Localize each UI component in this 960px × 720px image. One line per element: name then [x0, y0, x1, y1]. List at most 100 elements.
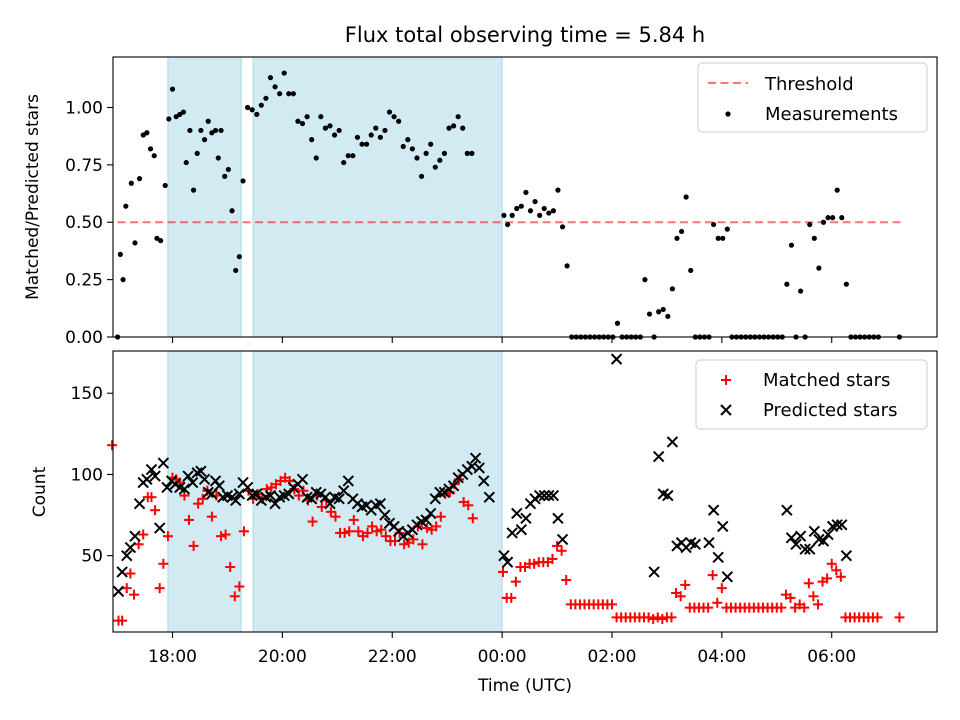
matched-stars-marker — [652, 612, 663, 623]
matched-stars-marker — [158, 558, 169, 569]
measurement-point — [450, 123, 457, 129]
measurement-point — [711, 221, 717, 228]
measurement-point — [646, 311, 653, 317]
predicted-stars-marker — [533, 489, 546, 502]
measurement-point — [318, 114, 324, 120]
predicted-stars-marker — [153, 522, 166, 534]
top-observing-band — [252, 56, 503, 338]
predicted-stars-marker — [799, 543, 811, 555]
matched-stars-marker — [556, 545, 567, 556]
predicted-stars-marker — [296, 473, 309, 486]
measurement-point — [816, 265, 822, 271]
measurement-point — [295, 118, 301, 124]
predicted-stars-marker — [145, 463, 158, 476]
measurement-point — [720, 235, 726, 241]
measurement-point — [222, 173, 228, 179]
matched-stars-marker — [894, 612, 905, 623]
measurement-point — [386, 109, 393, 115]
predicted-stars-marker — [543, 489, 555, 502]
matched-stars-marker — [835, 571, 846, 582]
measurement-point — [183, 159, 189, 166]
predicted-stars-marker — [721, 571, 734, 583]
predicted-stars-marker — [501, 556, 514, 568]
measurement-point — [418, 173, 425, 179]
predicted-stars-marker — [556, 533, 569, 546]
matched-stars-marker — [826, 558, 837, 569]
measurement-point — [158, 238, 164, 244]
bottom-y-tick-label: 100 — [71, 465, 103, 485]
top-y-tick-label: 0.00 — [65, 328, 103, 348]
measurement-point — [428, 141, 434, 147]
predicted-stars-marker — [790, 538, 802, 550]
top-observing-band — [167, 56, 242, 338]
matched-stars-marker — [229, 591, 240, 602]
predicted-stars-marker — [662, 489, 674, 502]
legend-matched-swatch — [721, 375, 731, 385]
measurement-point — [527, 208, 534, 214]
measurement-point — [514, 205, 520, 212]
predicted-stars-marker — [124, 541, 137, 554]
predicted-stars-marker — [333, 493, 345, 505]
predicted-stars-marker — [473, 462, 485, 474]
measurement-point — [683, 194, 689, 200]
matched-stars-marker — [206, 511, 217, 522]
matched-stars-marker — [712, 597, 723, 608]
measurement-point — [501, 212, 507, 218]
measurement-point — [564, 263, 570, 269]
measurement-point — [396, 118, 402, 124]
matched-stars-marker — [162, 531, 173, 542]
predicted-stars-marker — [324, 497, 336, 510]
predicted-stars-marker — [116, 566, 128, 578]
predicted-stars-marker — [511, 507, 523, 520]
predicted-stars-marker — [374, 497, 387, 510]
matched-stars-marker — [812, 599, 823, 610]
measurement-point — [198, 127, 204, 134]
matched-stars-marker — [643, 612, 654, 623]
x-tick-label: 02:00 — [587, 647, 636, 667]
measurement-point — [656, 309, 662, 315]
predicted-stars-marker — [338, 484, 350, 497]
measurement-point — [505, 221, 511, 228]
predicted-stars-marker — [498, 549, 510, 562]
top-y-axis-label: Matched/Predicted stars — [23, 94, 43, 300]
bottom-panel: 50 100 150 18:00 20:00 22:00 00:00 02:00 04:00 0… — [30, 350, 938, 696]
measurement-point — [180, 109, 187, 115]
predicted-stars-marker — [689, 538, 702, 550]
predicted-stars-marker — [703, 536, 715, 549]
measurement-point — [136, 176, 143, 182]
matched-stars-marker — [376, 524, 387, 535]
predicted-stars-marker — [379, 509, 391, 521]
measurement-point — [249, 107, 255, 113]
matched-stars-marker — [435, 511, 446, 522]
measurement-point — [322, 125, 329, 131]
predicted-stars-marker — [447, 480, 460, 492]
predicted-stars-marker — [515, 523, 528, 536]
measurement-point — [277, 91, 283, 97]
predicted-stars-marker — [808, 525, 821, 538]
predicted-stars-marker — [112, 585, 125, 598]
matched-stars-marker — [529, 558, 540, 569]
x-tick-label: 18:00 — [148, 647, 197, 667]
measurement-point — [263, 95, 269, 101]
predicted-stars-marker — [781, 504, 793, 516]
matched-stars-marker — [799, 602, 810, 613]
predicted-stars-marker — [141, 473, 153, 486]
matched-stars-marker — [606, 599, 617, 610]
measurement-point — [169, 86, 176, 92]
matched-stars-marker — [680, 579, 691, 590]
matched-stars-marker — [225, 562, 236, 573]
predicted-stars-marker — [186, 476, 199, 489]
predicted-stars-marker — [424, 507, 437, 520]
matched-stars-marker — [234, 581, 245, 592]
measurement-point — [788, 242, 795, 248]
matched-stars-marker — [431, 521, 442, 532]
matched-stars-marker — [188, 540, 199, 551]
measurement-point — [724, 226, 730, 232]
predicted-stars-marker — [836, 519, 848, 531]
matched-stars-marker — [339, 527, 350, 538]
predicted-stars-marker — [241, 481, 254, 494]
predicted-stars-marker — [198, 473, 211, 486]
measurement-point — [660, 306, 666, 313]
matched-stars-marker — [150, 505, 161, 516]
measurement-point — [674, 235, 680, 241]
